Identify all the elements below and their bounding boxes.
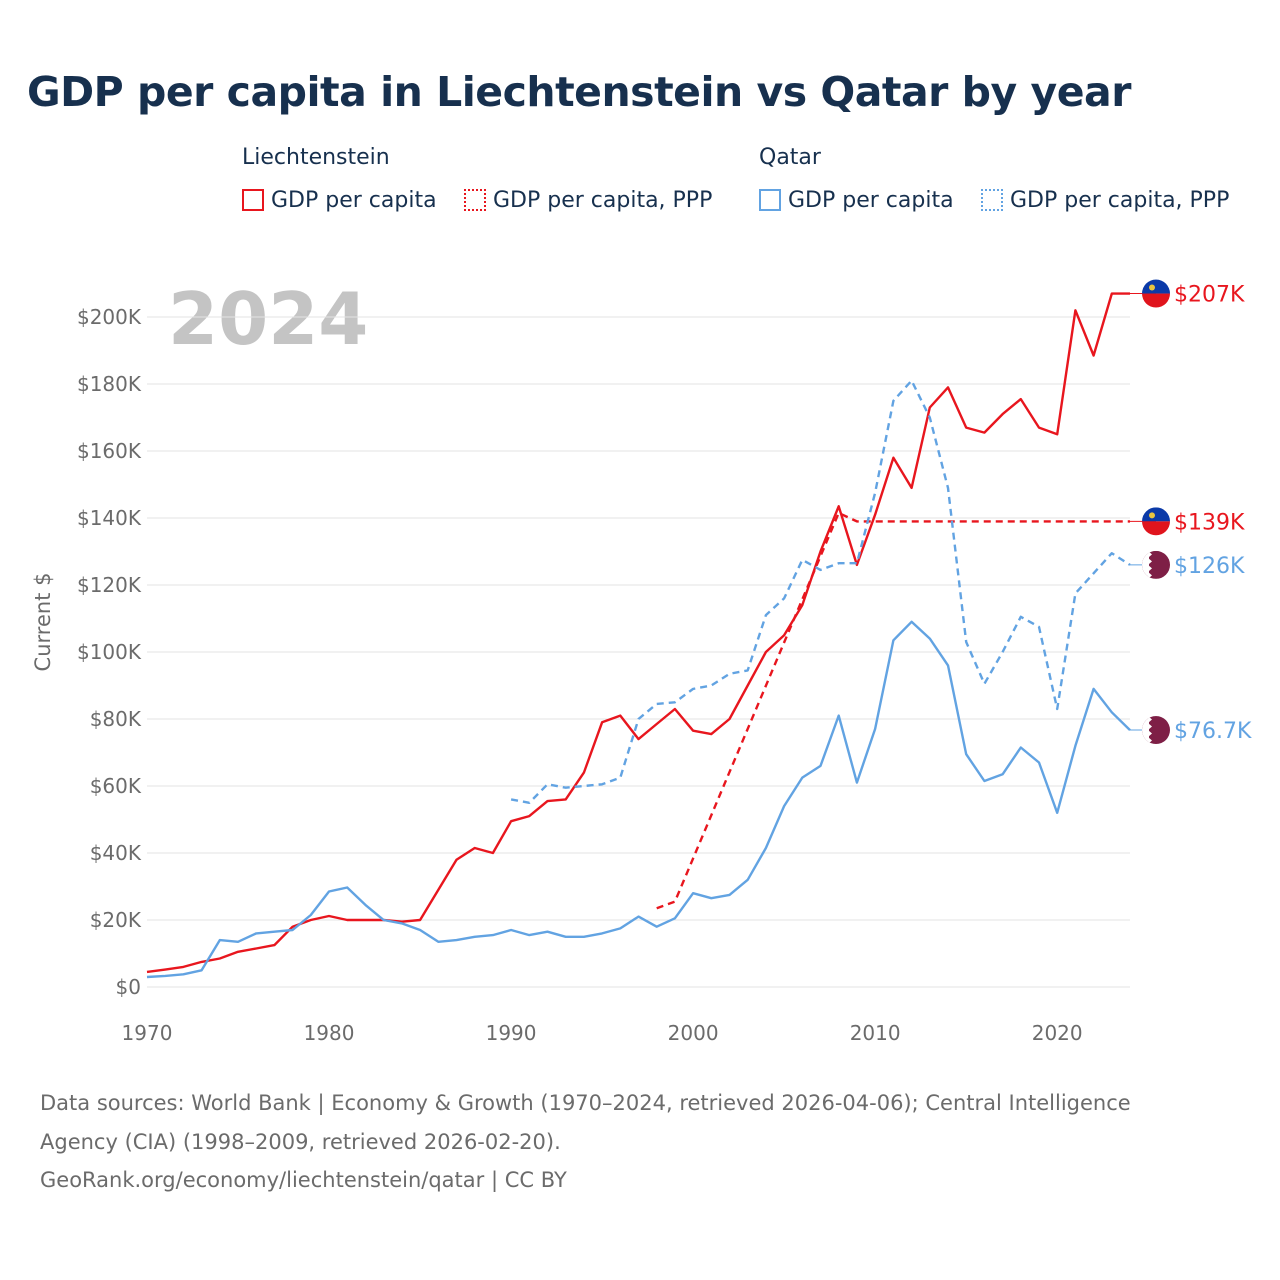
series-line-qatar-gdp-per-capita[interactable] bbox=[146, 620, 1131, 979]
series-line-liechtenstein-gdp-per-capita-ppp[interactable] bbox=[656, 511, 1130, 910]
y-tick-label: $80K bbox=[90, 707, 142, 731]
y-tick-label: $20K bbox=[90, 908, 142, 932]
y-tick-label: $60K bbox=[90, 774, 142, 798]
legend-item-liechtenstein-gdp-ppp[interactable]: GDP per capita, PPP bbox=[464, 186, 712, 214]
y-tick-label: $100K bbox=[77, 640, 142, 664]
qatar-flag-icon bbox=[1142, 716, 1170, 745]
x-tick-label: 2010 bbox=[850, 1021, 901, 1045]
y-tick-label: $180K bbox=[77, 372, 142, 396]
legend-swatch-dotted bbox=[981, 189, 1003, 211]
axis-layer: $0 $20K $40K $60K $80K $100K $120K $140K $160K $1… bbox=[77, 305, 1083, 1045]
end-value-label: $126K bbox=[1174, 554, 1245, 579]
line-chart: 2024 $0 $20K $40K $60K $80K $100K $120K $140K $1… bbox=[31, 277, 1252, 1045]
legend-label: GDP per capita bbox=[271, 187, 437, 213]
liechtenstein-flag-icon bbox=[1142, 507, 1170, 536]
y-tick-label: $0 bbox=[116, 975, 141, 999]
grid-layer bbox=[147, 316, 1130, 988]
y-tick-label: $140K bbox=[77, 506, 142, 530]
qatar-flag-icon bbox=[1142, 550, 1170, 579]
legend-group-qatar: Qatar bbox=[759, 145, 821, 170]
y-tick-label: $120K bbox=[77, 573, 142, 597]
legend-item-liechtenstein-gdp[interactable]: GDP per capita bbox=[242, 186, 437, 214]
footer-source-link[interactable]: GeoRank.org/economy/liechtenstein/qatar … bbox=[40, 1168, 567, 1192]
legend-label: GDP per capita, PPP bbox=[493, 187, 713, 213]
legend-item-qatar-gdp-ppp[interactable]: GDP per capita, PPP bbox=[981, 186, 1229, 214]
x-tick-label: 1990 bbox=[486, 1021, 537, 1045]
legend-label: GDP per capita bbox=[788, 187, 954, 213]
legend-swatch-solid bbox=[242, 189, 264, 211]
liechtenstein-flag-icon bbox=[1142, 279, 1170, 308]
end-value-label: $139K bbox=[1174, 510, 1245, 535]
x-tick-label: 2000 bbox=[668, 1021, 719, 1045]
x-tick-label: 2020 bbox=[1032, 1021, 1083, 1045]
series-layer bbox=[146, 292, 1131, 979]
end-value-label: $207K bbox=[1174, 283, 1245, 308]
x-tick-label: 1970 bbox=[122, 1021, 173, 1045]
footer-sources-line1: Data sources: World Bank | Economy & Gro… bbox=[40, 1091, 1131, 1115]
end-label-layer: $207K $139K $76.7K $126K bbox=[1130, 279, 1252, 745]
legend-item-qatar-gdp[interactable]: GDP per capita bbox=[759, 186, 954, 214]
series-line-qatar-gdp-per-capita-ppp[interactable] bbox=[510, 379, 1131, 804]
y-tick-label: $200K bbox=[77, 305, 142, 329]
year-watermark: 2024 bbox=[168, 277, 368, 361]
y-tick-label: $40K bbox=[90, 841, 142, 865]
legend-swatch-solid bbox=[759, 189, 781, 211]
series-line-liechtenstein-gdp-per-capita[interactable] bbox=[146, 292, 1130, 974]
legend-swatch-dotted bbox=[464, 189, 486, 211]
end-value-label: $76.7K bbox=[1174, 719, 1252, 744]
footer-sources-line2: Agency (CIA) (1998–2009, retrieved 2026-… bbox=[40, 1130, 561, 1154]
chart-title: GDP per capita in Liechtenstein vs Qatar… bbox=[27, 68, 1131, 116]
legend-label: GDP per capita, PPP bbox=[1010, 187, 1230, 213]
y-tick-label: $160K bbox=[77, 439, 142, 463]
legend-group-liechtenstein: Liechtenstein bbox=[242, 145, 390, 170]
y-axis-label: Current $ bbox=[31, 573, 55, 672]
x-tick-label: 1980 bbox=[304, 1021, 355, 1045]
